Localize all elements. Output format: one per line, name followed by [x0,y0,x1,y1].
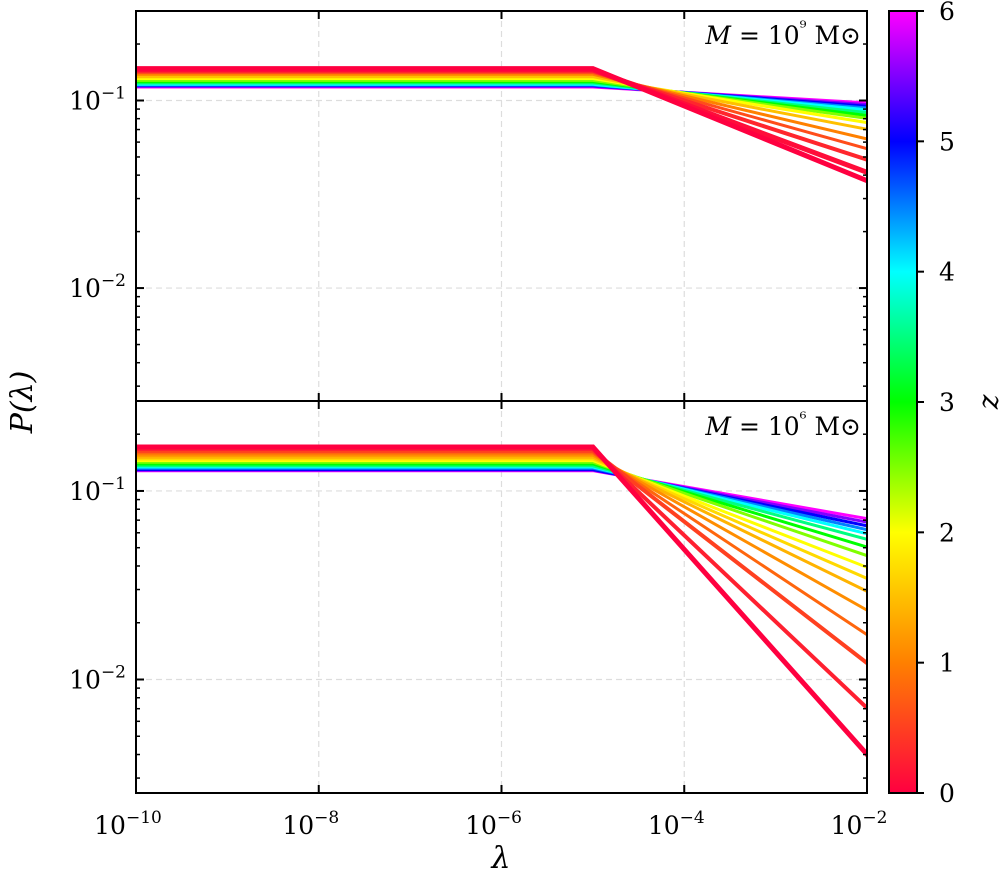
series-line-z-0 [136,66,867,184]
annotation-bottom: M = 10⁶ M⊙ [704,409,861,441]
series-line-z-2 [136,77,867,125]
series-line-z-1 [136,72,867,141]
colorbar-tick-label: 1 [939,649,955,678]
y-tick-label: 10−2 [69,662,126,694]
y-tick-label: 10−1 [69,83,126,115]
x-axis-label: λ [490,841,510,876]
colorbar-tick-label: 0 [939,779,955,808]
colorbar-tick-label: 6 [939,0,955,26]
x-tick-label: 10−10 [94,808,162,840]
colorbar-tick-label: 2 [939,518,955,547]
panel-bottom: 10−110−2 M = 10⁶ M⊙ 10−10 10−8 10−6 10−4 10−… [69,400,887,840]
series-line-z-2.5 [136,460,867,558]
series-line-z-2.5 [136,78,867,120]
annotation-top: M = 10⁹ M⊙ [704,18,861,50]
x-tick-label: 10−6 [465,808,522,840]
colorbar: 0 1 2 3 4 5 6 z [888,0,1000,808]
series-line-z-1.1 [136,453,867,612]
y-axis-label: P(λ) [5,371,40,435]
curves-top [136,66,867,184]
x-tick-label: 10−4 [648,808,705,840]
y-ticklabels-top: 10−1 10−2 [69,83,126,303]
series-line-z-3 [136,462,867,549]
y-tick-label: 10−2 [69,271,126,303]
x-tick-label: 10−8 [282,808,339,840]
x-tick-label: 10−2 [831,808,888,840]
series-line-z-1.4 [136,455,867,593]
y-tick-label: 10−1 [69,474,126,506]
series-line-z-1.7 [136,457,867,581]
colorbar-tick-label: 5 [939,127,955,156]
colorbar-label: z [976,394,1000,410]
axes-frame-bottom [135,400,868,794]
curves-bottom [136,444,867,759]
series-line-z-0 [136,444,867,759]
colorbar-tick-label: 3 [939,388,955,417]
colorbar-ticks: 0 1 2 3 4 5 6 [917,0,955,808]
colorbar-gradient [888,10,918,794]
series-line-z-3.5 [136,464,867,541]
x-ticklabels: 10−10 10−8 10−6 10−4 10−2 [94,808,887,840]
colorbar-tick-label: 4 [939,258,955,287]
series-line-z-1.5 [136,75,867,131]
y-ticklabels-bottom: 10−1 10−2 [69,474,126,695]
panel-top: 10−1 10−2 M = 10⁹ M⊙ [69,10,868,402]
